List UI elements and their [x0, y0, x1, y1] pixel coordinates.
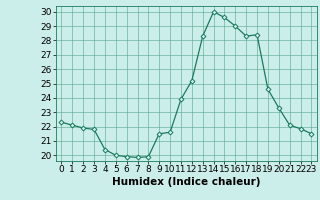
X-axis label: Humidex (Indice chaleur): Humidex (Indice chaleur) — [112, 177, 261, 187]
